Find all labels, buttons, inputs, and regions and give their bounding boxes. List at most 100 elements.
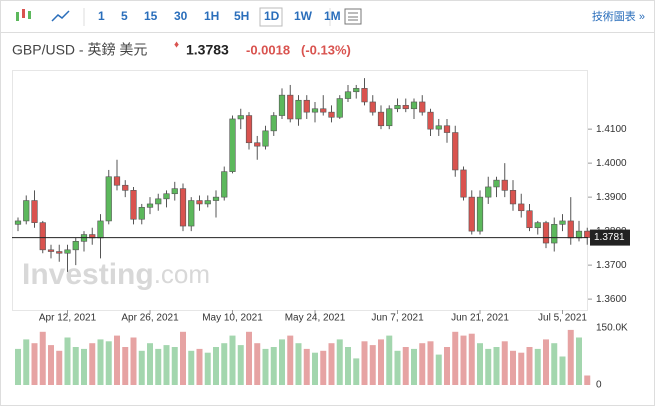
volume-bar [188,350,195,385]
x-tick-label: May 24, 2021 [285,313,346,324]
volume-bar [419,343,426,385]
volume-bar [221,343,228,385]
candle-body [551,224,558,244]
volume-bar [105,341,112,385]
candle-body [485,186,492,198]
candle-body [212,196,220,201]
candle-body [452,132,459,171]
candle-body [584,230,591,238]
y-tick-label: 1.4000 [596,158,627,169]
candle-body [287,94,294,120]
candle-body [254,142,261,147]
volume-bar [452,331,459,385]
candle-body [518,203,525,212]
watermark: Investing.com [22,258,210,291]
candle-body [270,115,277,132]
candle-body [31,200,38,223]
interval-button[interactable]: 1W [294,9,313,23]
candle-body [237,115,244,120]
volume-bar [180,331,186,385]
volume-bar [163,345,170,385]
volume-bar [155,348,162,385]
candle-body [361,88,368,103]
change-pct: (-0.13%) [301,42,351,57]
candle-body [155,198,162,205]
candle-body [23,200,30,222]
volume-bar [279,339,285,385]
candle-body [122,184,129,191]
line-icon[interactable] [51,10,70,22]
candle-body [245,115,253,144]
interval-button[interactable]: 1M [324,9,341,23]
candle-icon[interactable] [16,9,31,21]
candle-body [542,222,550,244]
candle-body [369,101,376,113]
volume-tick-label: 0 [596,380,602,391]
candle-body [47,249,55,252]
candle-body [14,220,22,225]
volume-bar [204,352,211,385]
candle-body [509,190,517,205]
candle-body [138,207,145,220]
candle-body [468,196,475,232]
candle-body [476,196,484,232]
interval-button[interactable]: 30 [174,9,188,23]
volume-bar [254,343,261,385]
tech-chart-link[interactable]: 技術圖表 » [592,9,645,23]
interval-button[interactable]: 5 [121,9,128,23]
candle-body [328,111,335,118]
plot-area [12,70,588,311]
volume-bar [328,343,335,385]
volume-tick-label: 150.0K [596,323,628,334]
x-tick-label: Jun 21, 2021 [451,313,509,324]
candle-body [575,230,583,239]
volume-bar [303,348,310,385]
x-tick-label: Jul 5, 2021 [538,313,587,324]
volume-bar [493,347,500,385]
candle-body [130,190,137,220]
volume-bar [81,348,87,385]
interval-button[interactable]: 15 [144,9,158,23]
candle-body [229,118,236,172]
volume-bar [584,375,591,385]
volume-bar [460,335,467,385]
volume-bar [468,333,475,385]
settings-icon[interactable] [344,8,362,25]
candle-body [460,169,467,198]
candle-body [353,88,360,93]
volume-bar [501,341,508,385]
volume-bar [378,339,384,385]
candle-body [113,176,121,186]
volume-bar [567,329,574,385]
interval-button[interactable]: 1H [204,9,219,23]
last-price-label: 1.3781 [594,232,625,243]
volume-bar [147,343,153,385]
interval-button[interactable]: 1D [264,9,280,23]
candle-body [105,176,112,222]
volume-bar [353,358,360,385]
interval-button[interactable]: 1 [98,9,105,23]
volume-bar [427,341,434,385]
interval-button[interactable]: 5H [234,9,249,23]
watermark-suffix: .com [154,259,210,289]
candle-body [311,108,319,113]
candle-body [295,99,302,120]
candle-body [39,222,46,251]
candle-body [410,101,418,110]
candle-body [427,111,434,130]
candle-body [501,179,508,191]
candle-body [419,101,426,113]
volume-bar [196,348,203,385]
pair-title: GBP/USD - 英鎊 美元 [12,42,147,58]
candle-body [262,130,269,147]
alert-icon: ♦ [174,40,179,51]
y-tick-label: 1.3700 [596,260,627,271]
candle-body [435,125,442,130]
candle-body [394,105,401,110]
volume-bar [510,350,516,385]
candle-body [402,105,409,110]
candle-body [493,179,500,188]
y-tick-label: 1.3900 [596,192,627,203]
volume-bar [477,343,483,385]
volume-bar [97,339,104,385]
